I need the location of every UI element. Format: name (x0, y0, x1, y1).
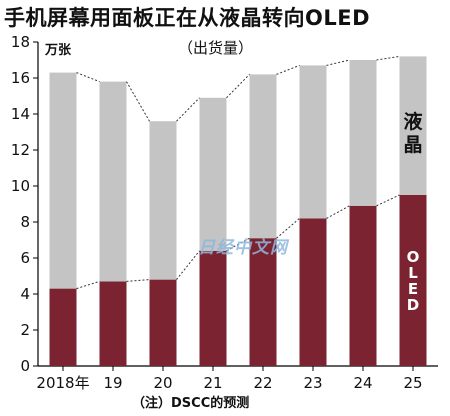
bar-oled (49, 288, 77, 366)
series-label-lcd: 液晶 (403, 110, 423, 156)
bar-lcd (399, 56, 427, 196)
total-connector (376, 55, 400, 61)
bar-lcd (349, 60, 377, 206)
x-tick-label: 19 (103, 374, 122, 392)
oled-connector (326, 205, 350, 219)
x-tick-label: 21 (203, 374, 222, 392)
x-tick-label: 24 (353, 374, 372, 392)
y-tick-label: 10 (11, 177, 30, 195)
series-label-oled: OLED (407, 248, 420, 314)
chart-subtitle: （出货量） (178, 39, 254, 57)
total-connector (276, 64, 300, 75)
oled-connector (126, 279, 150, 282)
oled-connector (226, 237, 250, 252)
oled-connector (376, 194, 400, 207)
bar-oled (299, 218, 327, 366)
bar-lcd (149, 121, 177, 280)
y-tick-label: 12 (11, 141, 30, 159)
series-label-oled-char: L (408, 264, 418, 282)
oled-connector (176, 250, 200, 280)
y-tick-label: 4 (20, 285, 30, 303)
x-tick-label: 20 (153, 374, 172, 392)
bar-oled (249, 238, 277, 366)
series-label-lcd-char: 晶 (403, 134, 422, 156)
watermark: 日经中文网 (198, 238, 288, 258)
bar-oled (399, 195, 427, 366)
y-tick-label: 8 (20, 213, 30, 231)
chart-title: 手机屏幕用面板正在从液晶转向OLED (4, 6, 371, 30)
y-tick-label: 14 (11, 105, 30, 123)
y-tick-label: 2 (20, 321, 30, 339)
y-tick-label: 16 (11, 69, 30, 87)
x-tick-label: 23 (303, 374, 322, 392)
total-connector (76, 72, 100, 83)
footnote: （注）DSCC的预测 (132, 396, 250, 411)
bar-lcd (199, 97, 227, 251)
oled-connector (276, 218, 300, 239)
x-tick-label: 22 (253, 374, 272, 392)
series-label-oled-char: O (407, 248, 420, 266)
total-connector (126, 81, 150, 122)
oled-connector (76, 280, 100, 290)
series-label-lcd-char: 液 (403, 110, 423, 133)
bar-lcd (99, 81, 127, 282)
bar-lcd (249, 74, 277, 239)
y-axis-unit: 万张 (45, 43, 72, 58)
total-connector (226, 74, 250, 99)
series-label-oled-char: E (408, 280, 418, 298)
x-tick-label: 25 (403, 374, 422, 392)
bar-oled (349, 205, 377, 366)
y-tick-label: 18 (11, 33, 30, 51)
total-connector (326, 59, 350, 66)
x-tick-label: 2018年 (36, 374, 89, 392)
bar-oled (199, 250, 227, 366)
bar-oled (99, 281, 127, 366)
bar-oled (149, 279, 177, 366)
total-connector (176, 97, 200, 122)
series-label-oled-char: D (407, 296, 419, 314)
bar-lcd (49, 72, 77, 289)
y-tick-label: 0 (20, 357, 30, 375)
bar-lcd (299, 65, 327, 219)
y-tick-label: 6 (20, 249, 30, 267)
